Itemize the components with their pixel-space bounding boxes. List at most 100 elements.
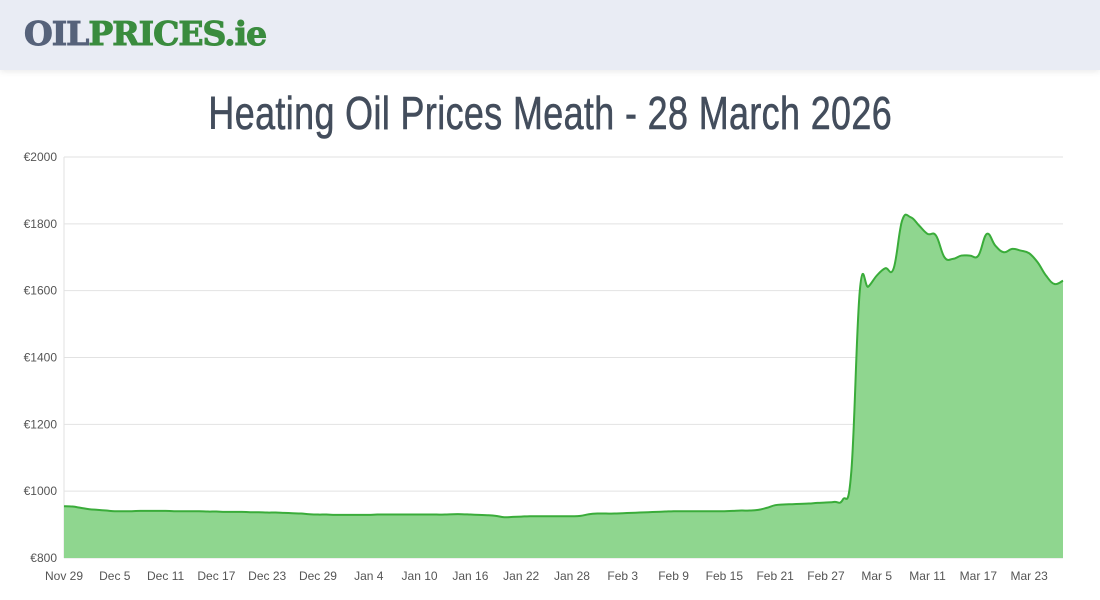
data-point <box>586 511 592 517</box>
data-point <box>180 508 186 514</box>
data-point <box>1009 246 1015 252</box>
data-point <box>696 508 702 514</box>
data-point <box>967 253 973 259</box>
logo-oil: OIL <box>23 14 89 54</box>
data-point <box>764 505 770 511</box>
data-point <box>256 509 262 515</box>
data-point <box>840 497 846 503</box>
data-point <box>247 509 253 515</box>
data-point <box>222 509 228 515</box>
data-point <box>95 507 101 513</box>
data-point <box>831 499 837 505</box>
data-point <box>290 510 296 516</box>
data-point <box>984 231 990 237</box>
x-tick-label: Mar 23 <box>1010 569 1048 583</box>
data-point <box>1026 250 1032 256</box>
data-point <box>552 513 558 519</box>
data-point <box>171 508 177 514</box>
logo-prices: PRICES.ie <box>88 14 268 54</box>
x-tick-label: Mar 17 <box>960 569 998 583</box>
site-logo[interactable]: OILPRICES.ie <box>23 14 268 54</box>
x-tick-label: Feb 9 <box>658 569 689 583</box>
data-point <box>450 511 456 517</box>
data-point <box>916 223 922 229</box>
data-point <box>493 513 499 519</box>
data-point <box>476 512 482 518</box>
data-point <box>434 512 440 518</box>
data-point <box>747 508 753 514</box>
data-point <box>383 512 389 518</box>
data-point <box>925 231 931 237</box>
x-tick-label: Nov 29 <box>45 569 83 583</box>
data-point <box>772 502 778 508</box>
data-point <box>882 265 888 271</box>
x-tick-label: Jan 22 <box>503 569 539 583</box>
data-point <box>1035 259 1041 265</box>
data-point <box>941 254 947 260</box>
data-point <box>730 508 736 514</box>
data-point <box>950 256 956 262</box>
data-point <box>645 509 651 515</box>
data-point <box>307 511 313 517</box>
data-point <box>637 510 643 516</box>
data-point <box>814 500 820 506</box>
data-point <box>611 511 617 517</box>
x-tick-label: Dec 17 <box>197 569 235 583</box>
x-tick-label: Mar 11 <box>909 569 946 583</box>
data-point <box>671 508 677 514</box>
data-point <box>332 512 338 518</box>
data-point <box>1052 281 1058 287</box>
data-point <box>1043 273 1049 279</box>
data-point <box>848 468 854 474</box>
data-point <box>213 509 219 515</box>
data-point <box>1001 249 1007 255</box>
data-point <box>442 512 448 518</box>
data-point <box>713 508 719 514</box>
data-point <box>315 512 321 518</box>
data-point <box>129 508 135 514</box>
data-point <box>857 288 863 294</box>
x-tick-label: Mar 5 <box>861 569 892 583</box>
data-point <box>510 514 516 520</box>
data-point <box>484 512 490 518</box>
x-tick-label: Dec 23 <box>248 569 286 583</box>
data-point <box>662 509 668 515</box>
data-point <box>992 243 998 249</box>
data-point <box>704 508 710 514</box>
data-point <box>340 512 346 518</box>
price-area <box>64 214 1063 559</box>
y-tick-label: €1800 <box>24 217 58 231</box>
data-point <box>349 512 355 518</box>
data-point <box>467 512 473 518</box>
data-point <box>408 512 414 518</box>
data-point <box>205 509 211 515</box>
x-tick-label: Feb 21 <box>756 569 794 583</box>
data-point <box>61 503 67 509</box>
data-point <box>281 510 287 516</box>
y-tick-label: €1400 <box>24 351 58 365</box>
data-point <box>120 508 126 514</box>
y-tick-label: €1200 <box>24 417 58 431</box>
data-point <box>679 508 685 514</box>
data-point <box>518 514 524 520</box>
data-point <box>865 284 871 290</box>
page-title-text: Heating Oil Prices Meath - 28 March 2026 <box>208 87 892 140</box>
data-point <box>69 504 75 510</box>
data-point <box>400 512 406 518</box>
data-point <box>230 509 236 515</box>
data-point <box>459 511 465 517</box>
data-point <box>264 510 270 516</box>
data-point <box>391 512 397 518</box>
data-point <box>374 512 380 518</box>
data-point <box>1060 278 1066 284</box>
page-title: Heating Oil Prices Meath - 28 March 2026 <box>0 86 1100 140</box>
x-tick-label: Dec 29 <box>299 569 337 583</box>
data-point <box>721 508 727 514</box>
data-point <box>798 501 804 507</box>
data-point <box>298 511 304 517</box>
x-tick-label: Dec 5 <box>99 569 131 583</box>
x-tick-label: Jan 4 <box>354 569 384 583</box>
data-point <box>425 512 431 518</box>
y-tick-label: €1000 <box>24 484 58 498</box>
data-point <box>112 508 118 514</box>
